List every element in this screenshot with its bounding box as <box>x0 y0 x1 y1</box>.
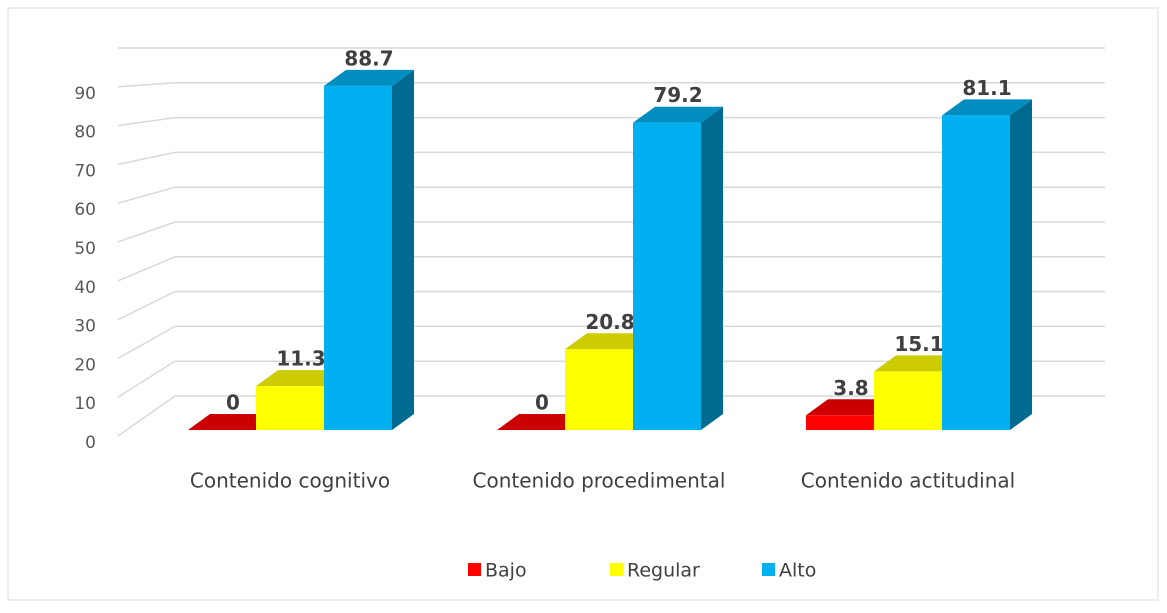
data-label: 81.1 <box>962 76 1011 100</box>
bar-side <box>1010 99 1032 430</box>
y-tick-label: 10 <box>74 394 96 414</box>
bar-front <box>633 122 701 430</box>
legend-swatch <box>762 563 775 576</box>
grid-line-side <box>117 151 176 166</box>
data-label: 0 <box>535 391 549 415</box>
y-tick-label: 70 <box>74 161 96 181</box>
legend-label: Regular <box>627 560 700 582</box>
bar <box>633 106 723 430</box>
data-label: 20.8 <box>585 310 634 334</box>
bar-side <box>392 69 414 431</box>
grid-line-side <box>117 256 176 282</box>
y-tick-label: 0 <box>85 433 96 453</box>
bar-top <box>806 399 896 416</box>
y-tick-label: 40 <box>74 278 96 298</box>
bar-side <box>701 106 723 430</box>
y-tick-label: 30 <box>74 317 96 337</box>
bar-top <box>188 414 278 430</box>
data-label: 0 <box>226 391 240 415</box>
legend-label: Bajo <box>485 560 527 582</box>
bar-front <box>942 115 1010 430</box>
y-tick-label: 90 <box>74 84 96 104</box>
bar-top <box>874 355 964 372</box>
data-label: 88.7 <box>344 46 393 70</box>
bar-front <box>874 371 942 430</box>
data-label: 3.8 <box>833 376 868 400</box>
bar-top <box>497 414 587 430</box>
bar-front <box>806 415 874 430</box>
bar <box>188 414 278 430</box>
bar-top <box>633 106 723 123</box>
grid-line-side <box>117 186 176 204</box>
bar-top <box>324 69 414 86</box>
y-tick-label: 20 <box>74 355 96 375</box>
grid-line-side <box>117 116 176 127</box>
x-tick-label: Contenido actitudinal <box>801 469 1015 493</box>
bar <box>324 69 414 431</box>
bar-top <box>942 99 1032 116</box>
grid-line-side <box>117 221 176 243</box>
legend-label: Alto <box>779 560 816 582</box>
legend-swatch <box>610 563 623 576</box>
bar <box>497 414 587 430</box>
x-tick-label: Contenido procedimental <box>473 469 726 493</box>
data-label: 15.1 <box>894 332 943 356</box>
grid-line-side <box>117 82 176 88</box>
y-tick-label: 80 <box>74 123 96 143</box>
bar-front <box>565 349 633 430</box>
legend-swatch <box>468 563 481 576</box>
grid-line-side <box>117 325 176 360</box>
bar-top <box>565 333 655 350</box>
bar-front <box>324 85 392 431</box>
grid-line-side <box>117 290 176 321</box>
grid-line-side <box>117 360 176 398</box>
bar-top <box>256 370 346 387</box>
bar <box>942 99 1032 430</box>
x-tick-label: Contenido cognitivo <box>190 469 390 493</box>
grid-line-side <box>117 395 176 437</box>
data-label: 79.2 <box>653 83 702 107</box>
y-tick-label: 60 <box>74 200 96 220</box>
y-tick-label: 50 <box>74 239 96 259</box>
data-label: 11.3 <box>276 347 325 371</box>
bar-front <box>256 386 324 430</box>
